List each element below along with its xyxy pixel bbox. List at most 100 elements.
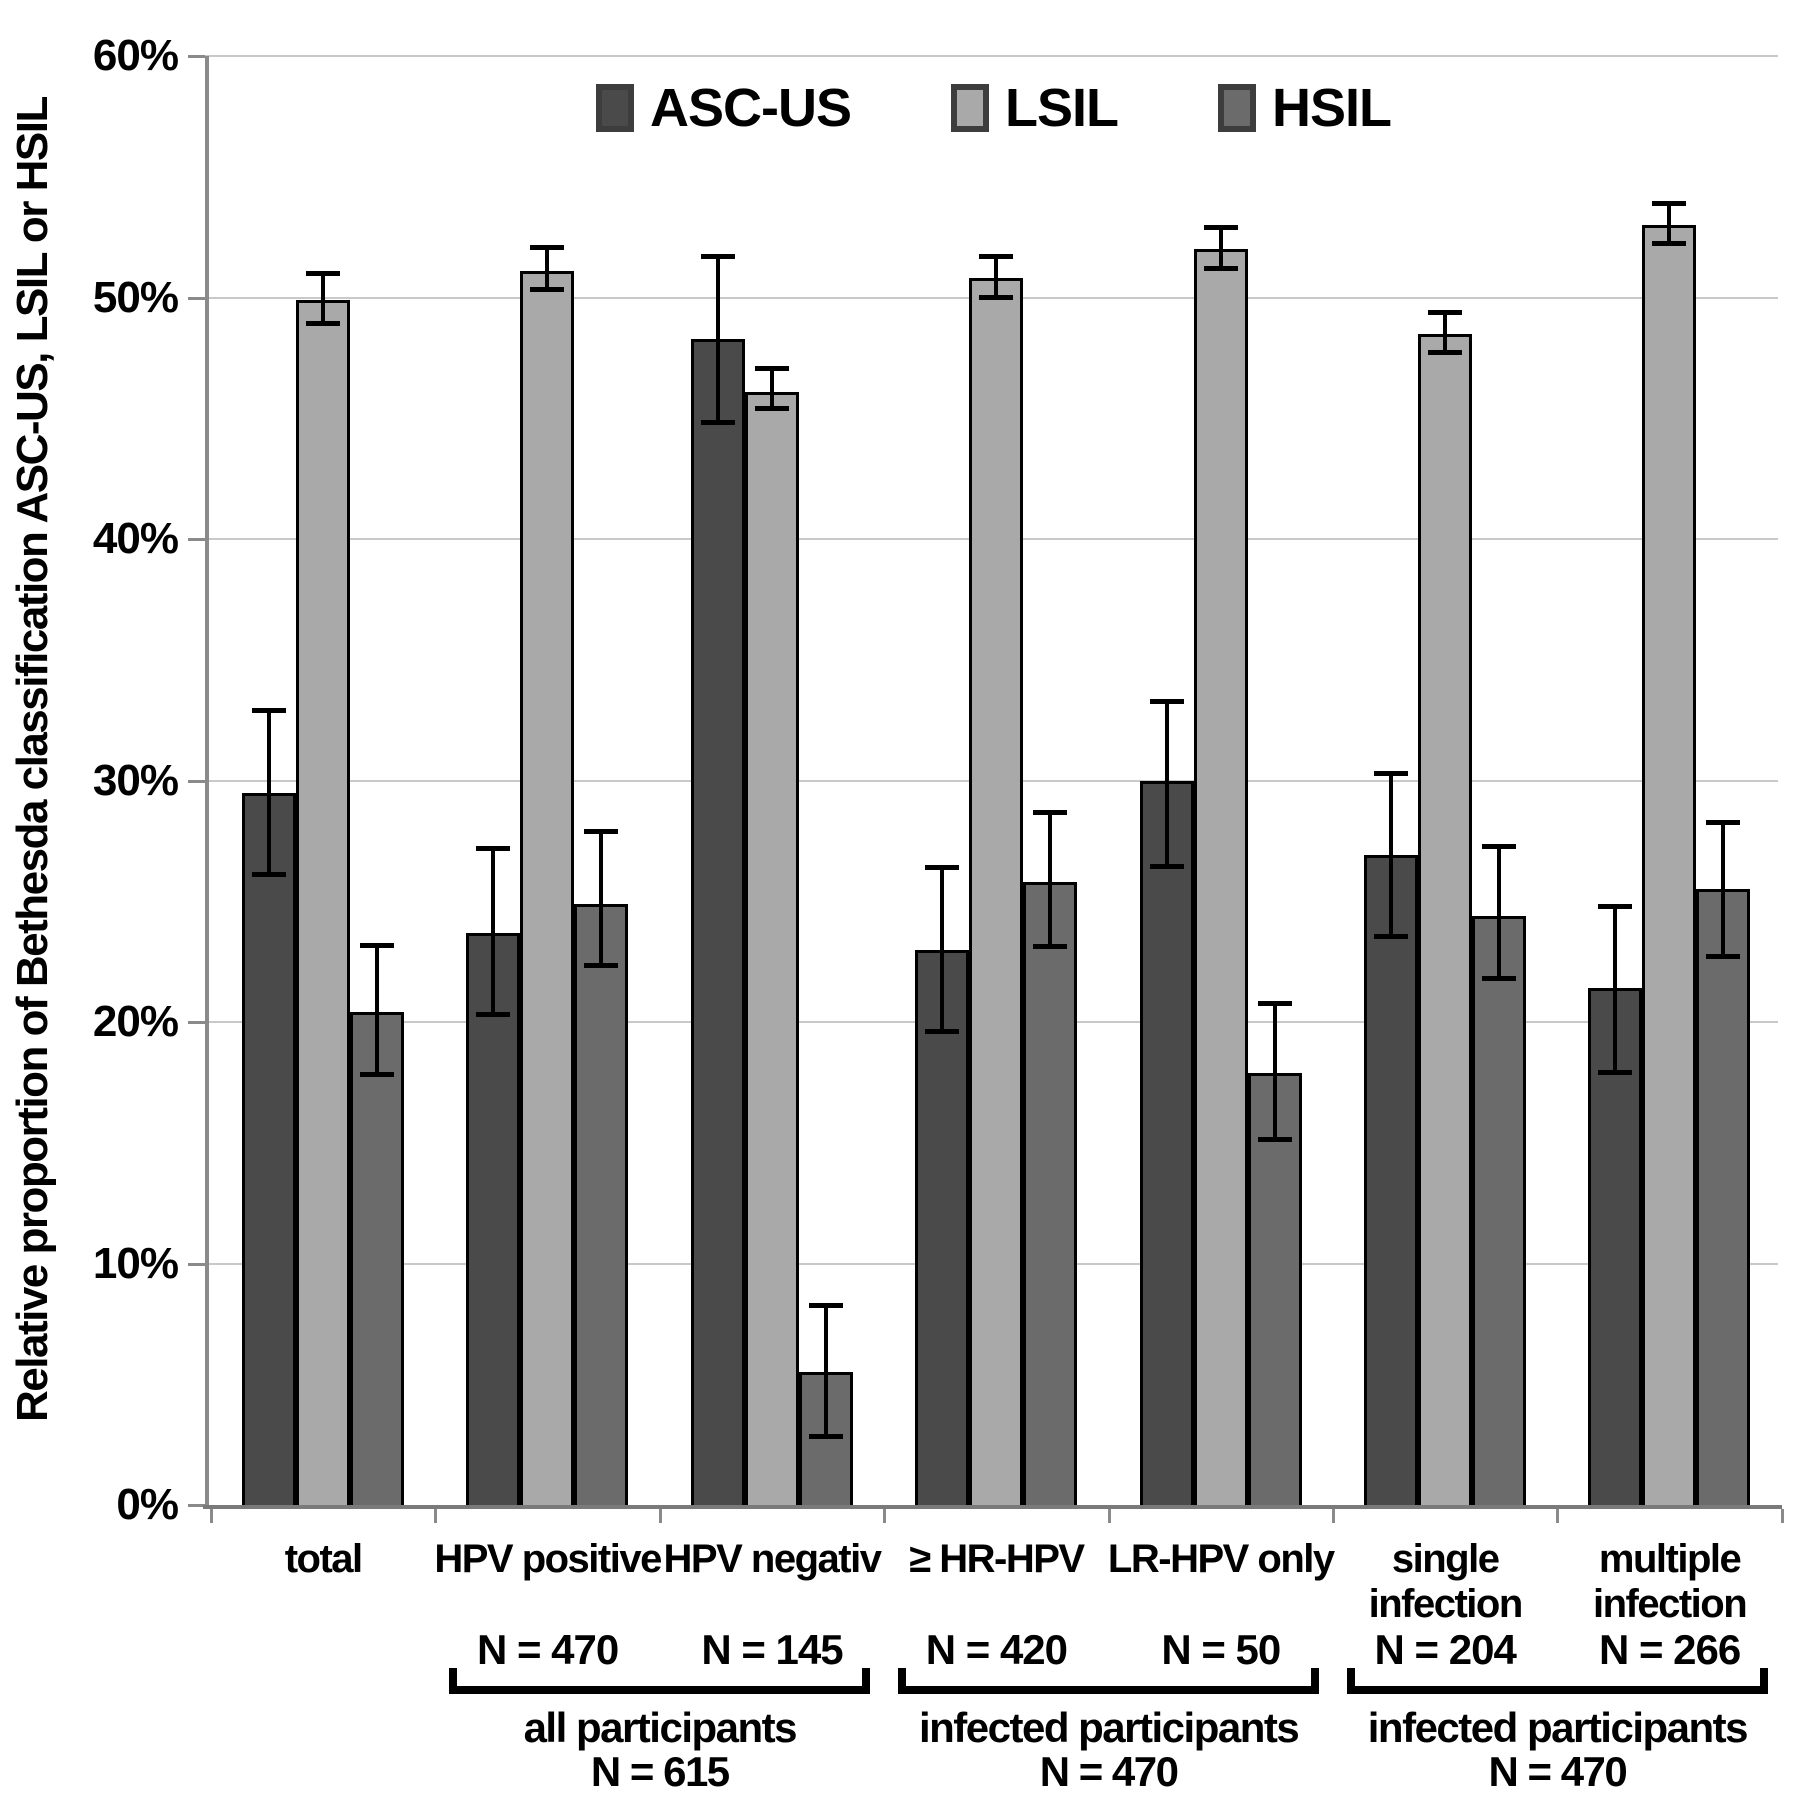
y-tick-mark-40 (188, 538, 205, 541)
error-cap-top-lsil-group4 (979, 254, 1014, 260)
n-count-label-4: N = 420 (925, 1626, 1068, 1673)
y-tick-mark-60 (188, 55, 205, 58)
error-bar-hsil-group3 (823, 1304, 828, 1438)
error-bar-lsil-group2 (545, 246, 550, 291)
x-category-label-1: total (284, 1537, 363, 1581)
x-category-label-4: ≥ HR-HPV (909, 1537, 1085, 1581)
bar-lsil-group6 (1418, 333, 1472, 1505)
n-count-label-3: N = 145 (701, 1626, 843, 1673)
error-cap-bottom-hsil-group7 (1706, 953, 1741, 959)
error-cap-bottom-lsil-group2 (530, 287, 565, 293)
legend-label-hsil: HSIL (1272, 78, 1392, 138)
x-category-label-3: HPV negativ (663, 1537, 882, 1581)
error-bar-lsil-group7 (1667, 203, 1672, 245)
error-bar-lsil-group6 (1443, 311, 1447, 354)
legend-swatch-asc-us-icon (595, 84, 634, 132)
bar-hsil-group5 (1247, 1072, 1302, 1505)
legend-swatch-hsil-icon (1218, 84, 1256, 132)
group-bracket-1 (449, 1668, 871, 1694)
bar-hsil-group2 (574, 903, 629, 1505)
legend: ASC-US LSIL HSIL (205, 78, 1782, 138)
error-cap-bottom-lsil-group6 (1428, 350, 1462, 356)
y-tick-mark-0 (188, 1504, 205, 1507)
bar-asc-us-group2 (466, 932, 521, 1505)
bar-lsil-group2 (520, 270, 575, 1505)
n-count-label-6: N = 204 (1374, 1626, 1517, 1673)
x-tick-mark-6 (1556, 1509, 1560, 1523)
bar-asc-us-group3 (690, 338, 745, 1505)
bar-lsil-group3 (744, 391, 799, 1505)
bar-lsil-group7 (1642, 225, 1697, 1505)
error-cap-top-hsil-group6 (1482, 843, 1516, 849)
error-cap-bottom-lsil-group3 (754, 405, 789, 411)
bar-lsil-group1 (296, 299, 350, 1505)
error-cap-bottom-asc-us-group3 (700, 420, 735, 426)
error-bar-asc-us-group5 (1164, 700, 1169, 868)
error-cap-bottom-asc-us-group1 (252, 871, 286, 877)
error-cap-top-asc-us-group3 (700, 254, 735, 260)
error-cap-top-hsil-group2 (584, 829, 619, 835)
error-cap-top-asc-us-group5 (1149, 698, 1184, 704)
error-bar-asc-us-group1 (267, 710, 271, 875)
bracket-n-1: N = 615 (590, 1748, 730, 1795)
x-tick-mark-1 (434, 1509, 438, 1523)
x-axis-line (203, 1505, 1782, 1509)
y-tick-label-20: 20% (92, 997, 179, 1046)
error-cap-top-asc-us-group2 (476, 846, 511, 852)
error-cap-top-hsil-group5 (1257, 1000, 1292, 1006)
group-bracket-2 (898, 1668, 1319, 1694)
x-tick-mark-2 (658, 1509, 662, 1523)
legend-label-lsil: LSIL (1005, 78, 1119, 138)
error-cap-bottom-hsil-group1 (360, 1072, 394, 1078)
error-cap-top-lsil-group3 (754, 365, 789, 371)
error-cap-bottom-asc-us-group6 (1374, 934, 1408, 940)
error-cap-top-lsil-group5 (1203, 225, 1238, 231)
error-cap-top-asc-us-group7 (1598, 904, 1633, 910)
bracket-n-3: N = 470 (1488, 1748, 1628, 1795)
bar-hsil-group4 (1023, 881, 1078, 1505)
error-bar-asc-us-group7 (1613, 906, 1618, 1073)
y-tick-label-10: 10% (92, 1238, 179, 1288)
error-cap-bottom-hsil-group5 (1257, 1137, 1292, 1143)
error-cap-top-asc-us-group4 (925, 865, 960, 871)
error-cap-top-lsil-group1 (306, 271, 340, 277)
x-tick-mark-0 (210, 1509, 213, 1523)
error-cap-top-hsil-group3 (808, 1302, 843, 1308)
legend-item-asc-us: ASC-US (595, 78, 852, 138)
error-bar-hsil-group2 (599, 831, 604, 967)
bracket-caption-3: infected participants (1367, 1704, 1749, 1751)
error-bar-lsil-group3 (769, 367, 774, 409)
x-tick-mark-5 (1332, 1509, 1335, 1523)
error-bar-hsil-group7 (1721, 821, 1726, 957)
error-bar-asc-us-group6 (1389, 773, 1393, 938)
x-tick-mark-3 (883, 1509, 887, 1523)
error-bar-hsil-group4 (1048, 811, 1053, 948)
error-bar-asc-us-group3 (715, 256, 720, 424)
error-cap-top-asc-us-group6 (1374, 771, 1408, 777)
error-bar-lsil-group1 (321, 273, 325, 325)
error-bar-lsil-group5 (1218, 227, 1223, 269)
y-tick-mark-30 (188, 779, 205, 783)
error-cap-top-lsil-group7 (1652, 201, 1687, 207)
error-cap-top-hsil-group4 (1033, 809, 1068, 815)
error-bar-asc-us-group4 (940, 867, 945, 1032)
bar-lsil-group5 (1193, 249, 1248, 1505)
y-axis-line (205, 56, 209, 1509)
error-bar-hsil-group6 (1497, 845, 1501, 979)
error-cap-bottom-lsil-group4 (979, 294, 1014, 300)
x-category-label-7: multiple infection (1593, 1537, 1748, 1626)
error-cap-top-lsil-group2 (530, 244, 565, 250)
bar-asc-us-group5 (1139, 780, 1194, 1505)
n-count-label-5: N = 50 (1161, 1626, 1281, 1673)
n-count-label-2: N = 470 (476, 1626, 619, 1673)
error-bar-asc-us-group2 (491, 848, 496, 1015)
x-tick-mark-4 (1107, 1509, 1111, 1523)
y-tick-mark-10 (188, 1262, 205, 1266)
x-tick-mark-7 (1780, 1509, 1784, 1523)
error-cap-bottom-lsil-group1 (306, 321, 340, 327)
bar-lsil-group4 (969, 278, 1024, 1505)
group-bracket-3 (1347, 1668, 1768, 1694)
error-bar-lsil-group4 (994, 256, 999, 298)
error-bar-hsil-group5 (1272, 1002, 1277, 1141)
